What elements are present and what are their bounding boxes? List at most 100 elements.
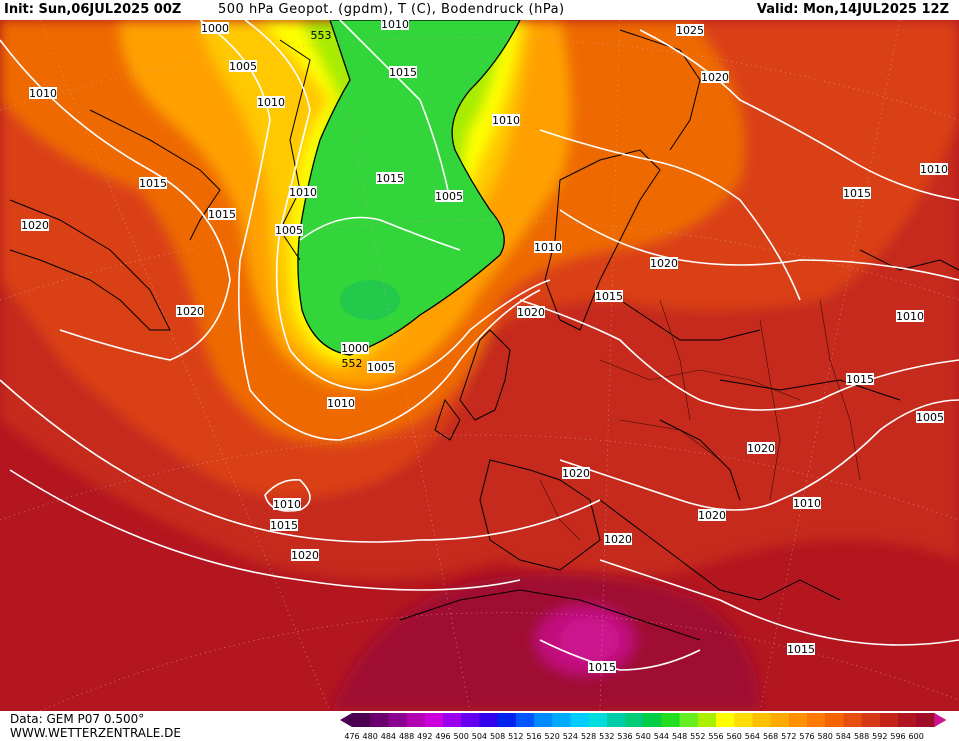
legend-swatches (340, 713, 947, 727)
isobar-label-text: 1020 (747, 442, 775, 455)
legend-swatch (497, 713, 517, 727)
isobar-label-text: 1005 (367, 361, 395, 374)
legend-tick-label: 524 (563, 732, 578, 741)
map-title: 500 hPa Geopot. (gpdm), T (C), Bodendruc… (218, 2, 565, 17)
geopotential-labels: 553 552 (311, 29, 363, 370)
isobar-label: 1005 (916, 411, 944, 424)
isobar-label: 1015 (208, 208, 236, 221)
isobar-label: 1010 (793, 497, 821, 510)
isobar-label-box (562, 467, 590, 479)
hot-core-sahara-inner (560, 618, 620, 662)
isobar-label-text: 1015 (208, 208, 236, 221)
isobar-label-box (843, 187, 871, 199)
isobar-label: 1015 (787, 643, 815, 656)
legend-swatch (515, 713, 535, 727)
legend-swatch (406, 713, 426, 727)
legend-swatch (570, 713, 590, 727)
legend-tick-label: 544 (654, 732, 669, 741)
legend-tick-label: 480 (363, 732, 378, 741)
isobar-label-box (698, 509, 726, 521)
isobar-label: 1010 (896, 310, 924, 323)
website: WWW.WETTERZENTRALE.DE (10, 726, 181, 740)
isobar-label-text: 1005 (229, 60, 257, 73)
legend-tick-label: 500 (454, 732, 469, 741)
isobar-label-text: 1015 (843, 187, 871, 200)
isobar-label: 1000 (341, 342, 369, 355)
isobar-label-box (793, 497, 821, 509)
legend-tick-label: 528 (581, 732, 596, 741)
legend-swatch (388, 713, 408, 727)
isobar-label-box (650, 257, 678, 269)
isobar-label: 1020 (701, 71, 729, 84)
isobar-label-text: 1005 (275, 224, 303, 237)
isobar-label-box (229, 60, 257, 72)
legend-swatch (552, 713, 571, 727)
isobar-label: 1010 (492, 114, 520, 127)
isobar-label-text: 1020 (21, 219, 49, 232)
isobar-label: 1020 (604, 533, 632, 546)
legend-tick-label: 572 (781, 732, 796, 741)
legend-swatch (443, 713, 462, 727)
isobar-label: 1010 (289, 186, 317, 199)
legend-swatch (716, 713, 735, 727)
legend-swatch (606, 713, 626, 727)
legend-tick-label: 564 (745, 732, 760, 741)
isobar-label-box (29, 87, 57, 99)
legend-swatch (843, 713, 863, 727)
isobar-label: 1020 (698, 509, 726, 522)
isobar-labels: 1000 1010 1025 1005 1015 1020 1010 1010 1010 1010… (21, 20, 948, 674)
isobar-label-text: 1010 (793, 497, 821, 510)
legend-arrow-left (340, 713, 352, 727)
isobar-label: 1020 (747, 442, 775, 455)
isobar-label-text: 1020 (562, 467, 590, 480)
legend-swatch (625, 713, 644, 727)
isobar-label-text: 1010 (257, 96, 285, 109)
isobar-label: 1015 (588, 661, 616, 674)
legend-tick-label: 592 (872, 732, 887, 741)
isobar-label-box (846, 373, 874, 385)
isobar-label-text: 1015 (389, 66, 417, 79)
legend-tick-label: 516 (526, 732, 541, 741)
isobar-label-box (201, 22, 229, 34)
isobar-label-box (327, 397, 355, 409)
contour-lines (0, 20, 959, 671)
legend-arrow-right (934, 713, 947, 727)
legend-tick-label: 520 (545, 732, 560, 741)
isobar-label-text: 1015 (595, 290, 623, 303)
isobar-label-box (492, 114, 520, 126)
legend-tick-label: 568 (763, 732, 778, 741)
legend-swatch (588, 713, 608, 727)
isobar-label: 1015 (376, 172, 404, 185)
isobar-label: 1015 (270, 519, 298, 532)
isobar-label-text: 1010 (29, 87, 57, 100)
isobar-label: 1020 (291, 549, 319, 562)
legend-tick-label: 540 (636, 732, 651, 741)
legend-swatch (861, 713, 881, 727)
legend-tick-label: 576 (799, 732, 814, 741)
legend-swatch (697, 713, 717, 727)
isobar-label-text: 1005 (435, 190, 463, 203)
cold-core-center (340, 280, 400, 320)
isobar-label-box (435, 190, 463, 202)
isobar-label-text: 1020 (698, 509, 726, 522)
valid-time: Valid: Mon,14JUL2025 12Z (756, 2, 949, 17)
legend-swatch (916, 713, 935, 727)
isobar-label-box (21, 219, 49, 231)
isobar-label-text: 1010 (289, 186, 317, 199)
legend-tick-label: 596 (890, 732, 905, 741)
legend-tick-label: 552 (690, 732, 705, 741)
isobar-label-text: 1000 (341, 342, 369, 355)
legend-tick-label: 508 (490, 732, 505, 741)
init-time: Init: Sun,06JUL2025 00Z (4, 2, 182, 17)
isobar-label-box (604, 533, 632, 545)
isobar-label: 1015 (846, 373, 874, 386)
isobar-label-box (747, 442, 775, 454)
isobar-label-box (289, 186, 317, 198)
isobar-label-text: 1020 (517, 306, 545, 319)
isobar-label-text: 1015 (846, 373, 874, 386)
legend-swatch (788, 713, 808, 727)
isobar-label-text: 1020 (650, 257, 678, 270)
isobar-label-text: 1020 (291, 549, 319, 562)
legend-swatch (424, 713, 444, 727)
isobar-label: 1010 (327, 397, 355, 410)
